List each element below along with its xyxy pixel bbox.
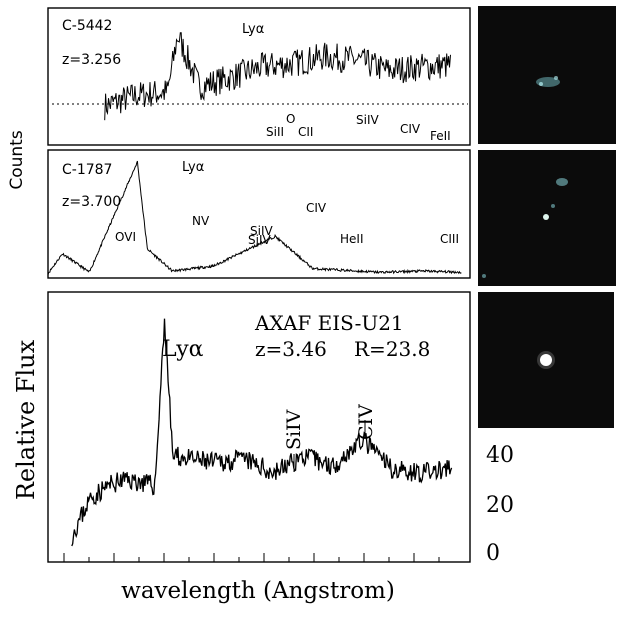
feii-label-1: FeII (430, 129, 451, 143)
thumbnail-c5442 (478, 6, 616, 144)
panel-c1787-id: C-1787 (62, 162, 112, 178)
siiv-label-3: SiIV (283, 409, 305, 450)
panel-c1787-spectrum (47, 160, 462, 275)
lya-label-3: Lyα (162, 337, 204, 362)
thumbnail-eis-u21 (478, 292, 614, 428)
thumbnail-eis-u21-source (540, 354, 552, 366)
panel-eis-u21-spectrum (71, 318, 453, 547)
panel-eis-u21-xticks (63, 553, 440, 562)
y-tick-20: 20 (486, 493, 514, 518)
civ-label-3: CIV (355, 404, 377, 440)
panel-c5442-frame (47, 7, 471, 146)
heii-label-2: HeII (340, 232, 363, 246)
siiv-label-2b: SiIV (248, 233, 271, 247)
o-label-1: O (286, 112, 295, 126)
panel-eis-u21-magnitude: R=23.8 (354, 337, 430, 361)
y-axis-label-counts: Counts (7, 130, 27, 189)
panel-eis-u21-frame (47, 291, 471, 563)
ovi-label-2: OVI (115, 230, 136, 244)
panel-c5442-redshift: z=3.256 (62, 52, 121, 68)
panel-c5442-spectrum (104, 32, 451, 121)
nv-label-2: NV (192, 214, 210, 228)
y-tick-40: 40 (486, 443, 514, 468)
x-axis-label: wavelength (Angstrom) (121, 578, 395, 604)
lya-label-2: Lyα (182, 160, 204, 175)
panel-eis-u21-title: AXAF EIS-U21 (254, 311, 404, 335)
siiv-label-2a: SiIV (250, 224, 273, 238)
ciii-label-2: CIII (440, 232, 459, 246)
panel-c1787-redshift: z=3.700 (62, 194, 121, 210)
cii-label-1: CII (298, 125, 313, 139)
civ-label-2: CIV (306, 201, 327, 215)
lya-label-1: Lyα (242, 22, 264, 37)
panel-eis-u21: AXAF EIS-U21 z=3.46 R=23.8 Lyα SiIV CIV (47, 291, 471, 563)
panel-c5442: C-5442 z=3.256 Lyα O SiII CII SiIV CIV F… (47, 7, 471, 146)
thumbnail-c1787-source (556, 178, 568, 186)
civ-label-1: CIV (400, 122, 421, 136)
panel-c5442-id: C-5442 (62, 18, 112, 34)
y-tick-0: 0 (486, 541, 500, 566)
thumbnail-c1787 (478, 150, 616, 286)
siiv-label-1: SiIV (356, 113, 379, 127)
siii-label-1: SiII (266, 125, 284, 139)
panel-c1787-frame (47, 149, 471, 279)
y-axis-label-flux: Relative Flux (12, 339, 40, 500)
panel-eis-u21-redshift: z=3.46 (255, 337, 327, 361)
panel-c1787: C-1787 z=3.700 Lyα NV SiIV SiIV CIV HeII… (47, 149, 471, 279)
